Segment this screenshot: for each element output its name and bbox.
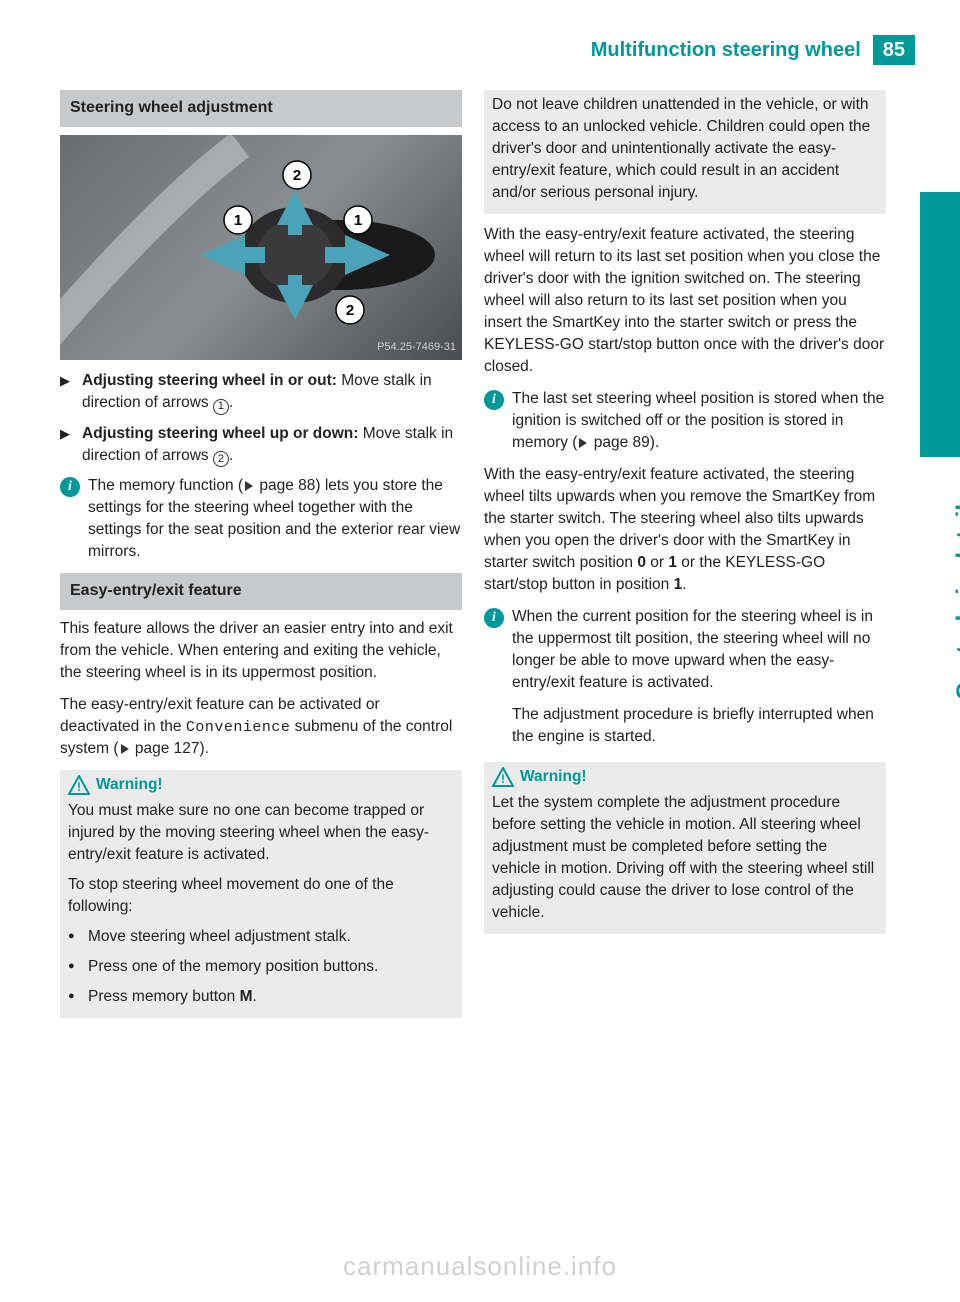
warn2-body: Let the system complete the adjustment p… — [492, 792, 878, 924]
right-p2: With the easy-entry/exit feature activat… — [484, 464, 886, 596]
svg-text:1: 1 — [354, 212, 362, 229]
right-info2-p1: When the current position for the steeri… — [512, 606, 886, 694]
step2-end: . — [229, 447, 233, 464]
warning-box-1-cont: Do not leave children unattended in the … — [484, 90, 886, 214]
bullet-icon: ● — [68, 926, 88, 948]
page-ref-icon — [245, 481, 253, 491]
bullet-icon: ● — [68, 986, 88, 1008]
step1-end: . — [229, 394, 233, 411]
right-info1a: The last set steering wheel position is … — [512, 390, 884, 451]
step-adjust-up-down: ▶ Adjusting steering wheel up or down: M… — [60, 423, 462, 468]
page-number: 85 — [873, 35, 915, 65]
warn1-title: Warning! — [96, 774, 163, 796]
warn1-p2: To stop steering wheel movement do one o… — [68, 874, 454, 918]
figure-steering-stalk: 1 1 2 2 P54.25-7469-31 — [60, 135, 462, 360]
warn1-b3: Press memory button M. — [88, 986, 454, 1008]
column-left: Steering wheel adjustment — [60, 90, 462, 1028]
info-memory: i The memory function ( page 88) lets yo… — [60, 475, 462, 563]
step-body: Adjusting steering wheel in or out: Move… — [82, 370, 462, 415]
easy-p2: The easy-entry/exit feature can be activ… — [60, 694, 462, 760]
warn1-b3c: . — [253, 988, 257, 1005]
section-heading: Steering wheel adjustment — [60, 90, 462, 127]
figure-svg: 1 1 2 2 — [60, 135, 462, 360]
manual-page: Multifunction steering wheel 85 Controls… — [0, 0, 960, 1302]
info-body: The last set steering wheel position is … — [512, 388, 886, 454]
info-icon: i — [60, 475, 88, 563]
step-marker-icon: ▶ — [60, 423, 82, 468]
list-item: ●Press one of the memory position button… — [68, 956, 454, 978]
warn1-list: ●Move steering wheel adjustment stalk. ●… — [68, 926, 454, 1008]
easy-p1: This feature allows the driver an easier… — [60, 618, 462, 684]
info-icon: i — [484, 388, 512, 454]
page-ref-icon — [579, 438, 587, 448]
warn1-b3a: Press memory button — [88, 988, 240, 1005]
info-last-position: i The last set steering wheel position i… — [484, 388, 886, 454]
adj-info-a: The memory function ( — [88, 477, 243, 494]
info-uppermost: i When the current position for the stee… — [484, 606, 886, 752]
thumb-tab — [920, 192, 960, 457]
warning-triangle-icon: ! — [492, 767, 514, 787]
list-item: ●Press memory button M. — [68, 986, 454, 1008]
step-marker-icon: ▶ — [60, 370, 82, 415]
step1-bold: Adjusting steering wheel in or out: — [82, 372, 337, 389]
right-p2b: or — [646, 554, 668, 571]
svg-text:!: ! — [501, 772, 505, 786]
section-side-label: Controls in detail — [952, 450, 960, 700]
step-body: Adjusting steering wheel up or down: Mov… — [82, 423, 462, 468]
right-p2-1: 1 — [668, 554, 677, 571]
right-info1-page: page 89). — [589, 434, 659, 451]
warning-heading: ! Warning! — [68, 774, 454, 796]
svg-text:!: ! — [77, 780, 81, 794]
header-title: Multifunction steering wheel — [591, 35, 873, 65]
page-ref-icon — [121, 744, 129, 754]
info-body: The memory function ( page 88) lets you … — [88, 475, 462, 563]
bullet-icon: ● — [68, 956, 88, 978]
svg-text:2: 2 — [293, 167, 301, 184]
warning-heading: ! Warning! — [492, 766, 878, 788]
right-p1: With the easy-entry/exit feature activat… — [484, 224, 886, 378]
svg-text:2: 2 — [346, 302, 354, 319]
right-p2-0: 0 — [637, 554, 646, 571]
right-p2d: . — [682, 576, 686, 593]
info-body: When the current position for the steeri… — [512, 606, 886, 752]
figure-caption: P54.25-7469-31 — [377, 340, 456, 356]
warn2-title: Warning! — [520, 766, 587, 788]
section-heading: Easy-entry/exit feature — [60, 573, 462, 610]
page-header: Multifunction steering wheel 85 — [591, 35, 915, 65]
content-area: Steering wheel adjustment — [60, 90, 900, 1028]
warn1-b1: Move steering wheel adjustment stalk. — [88, 926, 454, 948]
warn1-b2: Press one of the memory position buttons… — [88, 956, 454, 978]
warning-box-1: ! Warning! You must make sure no one can… — [60, 770, 462, 1018]
warn1-p1: You must make sure no one can become tra… — [68, 800, 454, 866]
warn1-b3b: M — [240, 988, 253, 1005]
warning-triangle-icon: ! — [68, 775, 90, 795]
list-item: ●Move steering wheel adjustment stalk. — [68, 926, 454, 948]
callout-2: 2 — [213, 451, 229, 467]
callout-1: 1 — [213, 399, 229, 415]
right-info2-p2: The adjustment procedure is briefly inte… — [512, 704, 886, 748]
column-right: Do not leave children unattended in the … — [484, 90, 886, 1028]
watermark: carmanualsonline.info — [343, 1251, 617, 1282]
svg-text:1: 1 — [234, 212, 242, 229]
info-icon: i — [484, 606, 512, 752]
step-adjust-in-out: ▶ Adjusting steering wheel in or out: Mo… — [60, 370, 462, 415]
right-p2-1b: 1 — [674, 576, 683, 593]
step2-bold: Adjusting steering wheel up or down: — [82, 425, 358, 442]
warn1-p3: Do not leave children unattended in the … — [492, 94, 878, 204]
warning-box-2: ! Warning! Let the system complete the a… — [484, 762, 886, 934]
easy-p2-mono: Convenience — [186, 719, 291, 736]
easy-p2-page: page 127). — [131, 740, 209, 757]
